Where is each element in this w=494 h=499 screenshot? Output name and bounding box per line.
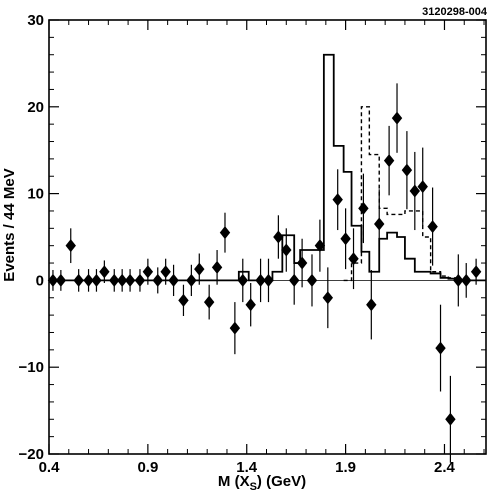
- data-point: [116, 273, 128, 287]
- data-point: [194, 262, 205, 276]
- x-tick-label: 0.4: [39, 459, 61, 476]
- figure-id: 3120298-004: [422, 6, 488, 18]
- data-point: [453, 273, 464, 287]
- data-point: [409, 184, 421, 198]
- plot-area: −20 −10 0 10 20 30 0.4 0.9 1.4 1.9 2.4: [19, 12, 487, 476]
- solid-histogram: [49, 53, 486, 282]
- y-tick-label: 30: [27, 12, 44, 29]
- data-point: [55, 273, 67, 287]
- data-point: [358, 201, 369, 215]
- data-point: [461, 273, 472, 287]
- y-tick-label: −10: [19, 359, 44, 376]
- data-point: [203, 295, 215, 309]
- y-tick-label: 20: [27, 99, 44, 116]
- data-point: [383, 154, 395, 168]
- data-point: [322, 291, 334, 305]
- x-tick-label: 1.9: [335, 459, 356, 476]
- data-point: [296, 256, 308, 270]
- data-point: [391, 111, 403, 125]
- data-point: [160, 265, 171, 279]
- x-axis-title-subscript: S: [250, 481, 257, 493]
- data-point: [237, 273, 248, 287]
- data-point: [134, 273, 146, 287]
- data-point: [186, 273, 197, 287]
- x-axis-title: M (XS) (GeV): [218, 473, 306, 493]
- data-point: [401, 163, 413, 177]
- x-tick-label: 2.4: [434, 459, 456, 476]
- data-point: [281, 243, 292, 257]
- data-point: [47, 273, 59, 287]
- data-point: [178, 293, 189, 307]
- x-tick-label: 0.9: [137, 459, 158, 476]
- data-point: [109, 273, 120, 287]
- x-axis-title-main: M (X: [218, 473, 250, 490]
- y-tick-label: 0: [36, 272, 44, 289]
- data-point: [124, 273, 136, 287]
- plot-frame: [48, 19, 487, 455]
- data-point: [273, 230, 284, 244]
- data-point: [445, 412, 456, 426]
- y-axis-title: Events / 44 MeV: [1, 168, 18, 281]
- data-point: [65, 239, 76, 253]
- x-axis-title-tail: ) (GeV): [257, 473, 306, 490]
- data-point: [99, 265, 110, 279]
- data-point: [255, 273, 266, 287]
- data-point: [168, 273, 179, 287]
- data-point: [340, 232, 351, 246]
- x-tick-label: 1.4: [236, 459, 258, 476]
- dashed-histogram: [343, 106, 460, 282]
- data-point: [245, 298, 256, 312]
- data-point: [427, 220, 438, 234]
- data-point: [366, 298, 377, 312]
- data-point: [374, 217, 385, 231]
- data-point: [83, 273, 94, 287]
- data-point: [470, 265, 482, 279]
- data-point: [211, 260, 223, 274]
- data-point: [73, 273, 84, 287]
- y-tick-label: 10: [27, 186, 44, 203]
- data-point: [417, 180, 428, 194]
- data-point: [91, 273, 102, 287]
- data-point: [142, 265, 154, 279]
- data-point: [435, 341, 446, 355]
- data-point: [263, 273, 274, 287]
- data-point: [152, 273, 163, 287]
- data-point: [314, 239, 326, 253]
- data-point: [219, 226, 231, 240]
- data-point: [288, 273, 300, 287]
- data-point: [306, 273, 318, 287]
- y-tick-label: −20: [19, 446, 44, 463]
- data-point: [348, 252, 359, 266]
- data-point: [229, 321, 241, 335]
- data-point: [332, 193, 343, 207]
